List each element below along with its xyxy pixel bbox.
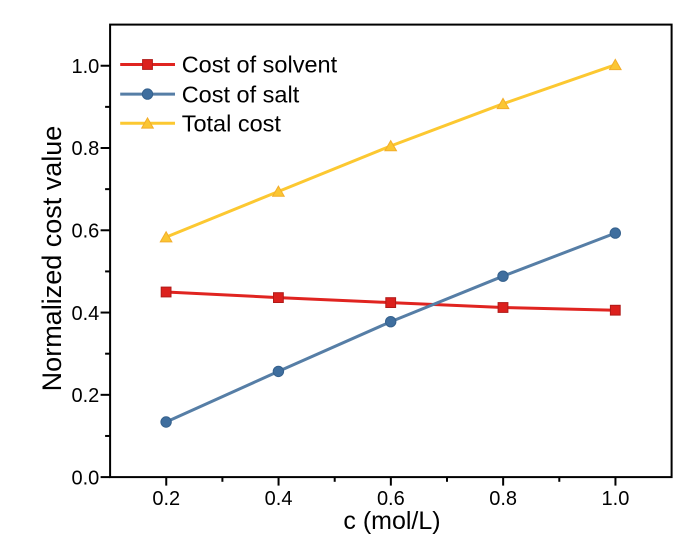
svg-text:0.8: 0.8: [489, 488, 517, 510]
svg-text:0.2: 0.2: [152, 488, 180, 510]
svg-text:1.0: 1.0: [602, 488, 630, 510]
svg-text:0.4: 0.4: [71, 303, 99, 325]
svg-text:0.4: 0.4: [265, 488, 293, 510]
svg-text:Cost of solvent: Cost of solvent: [182, 52, 338, 78]
svg-text:0.6: 0.6: [71, 221, 99, 243]
svg-text:1.0: 1.0: [71, 56, 99, 78]
svg-text:0.0: 0.0: [71, 467, 99, 489]
svg-text:0.8: 0.8: [71, 138, 99, 160]
svg-text:Cost of salt: Cost of salt: [182, 81, 300, 107]
svg-text:0.2: 0.2: [71, 385, 99, 407]
svg-text:0.6: 0.6: [377, 488, 405, 510]
svg-text:c (mol/L): c (mol/L): [343, 507, 440, 535]
svg-text:Normalized cost value: Normalized cost value: [37, 126, 67, 392]
svg-text:Total cost: Total cost: [182, 111, 282, 137]
